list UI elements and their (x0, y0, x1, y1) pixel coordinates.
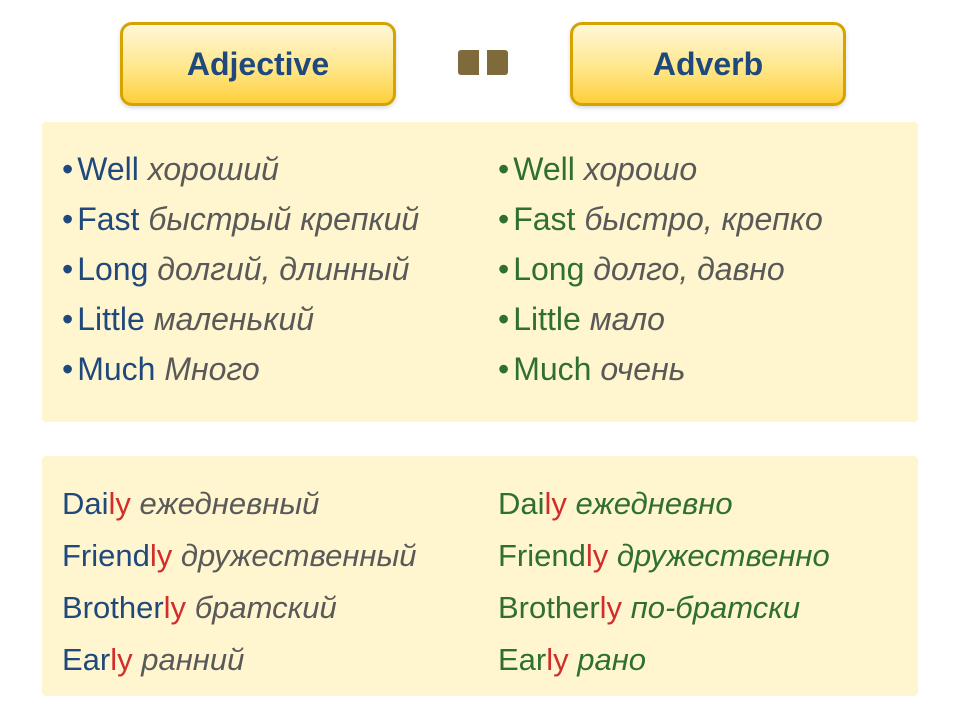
adverb-header-box: Adverb (570, 22, 846, 106)
adverb-column: Well хорошо Fast быстро, крепко Long дол… (498, 144, 918, 400)
equals-bridge (458, 50, 508, 75)
list-item: Little маленький (62, 294, 482, 344)
english-word: Much (62, 351, 155, 387)
english-word: Well (62, 151, 139, 187)
russian-word: ежедневный (140, 486, 320, 521)
russian-word: хороший (148, 151, 279, 187)
list-item: Long долго, давно (498, 244, 918, 294)
list-item: Early ранний (62, 634, 482, 686)
english-stem: Dai (498, 486, 545, 521)
english-stem: Ear (498, 642, 546, 677)
adjective-column-ly: Daily ежедневный Friendly дружественный … (62, 478, 482, 674)
russian-word: дружественно (617, 538, 830, 573)
list-item: Daily ежедневно (498, 478, 918, 530)
english-word: Fast (498, 201, 575, 237)
english-suffix: ly (546, 642, 568, 677)
english-stem: Brother (498, 590, 600, 625)
list-item: Brotherly по-братски (498, 582, 918, 634)
english-suffix: ly (545, 486, 567, 521)
english-word: Little (62, 301, 145, 337)
english-suffix: ly (150, 538, 172, 573)
english-suffix: ly (110, 642, 132, 677)
english-stem: Friend (62, 538, 150, 573)
adverb-column-ly: Daily ежедневно Friendly дружественно Br… (498, 478, 918, 674)
russian-word: долгий, длинный (157, 251, 409, 287)
list-item: Daily ежедневный (62, 478, 482, 530)
english-word: Much (498, 351, 591, 387)
list-item: Fast быстрый крепкий (62, 194, 482, 244)
russian-word: дружественный (181, 538, 417, 573)
english-suffix: ly (586, 538, 608, 573)
list-item: Early рано (498, 634, 918, 686)
russian-word: по-братски (631, 590, 800, 625)
list-item: Little мало (498, 294, 918, 344)
english-word: Long (62, 251, 148, 287)
list-item: Friendly дружественный (62, 530, 482, 582)
english-suffix: ly (164, 590, 186, 625)
english-stem: Brother (62, 590, 164, 625)
russian-word: быстрый крепкий (148, 201, 419, 237)
adjective-header-box: Adjective (120, 22, 396, 106)
english-stem: Ear (62, 642, 110, 677)
english-stem: Friend (498, 538, 586, 573)
russian-word: ежедневно (576, 486, 733, 521)
russian-word: хорошо (584, 151, 697, 187)
examples-panel-same-form: Well хороший Fast быстрый крепкий Long д… (42, 122, 918, 422)
list-item: Friendly дружественно (498, 530, 918, 582)
english-word: Well (498, 151, 575, 187)
adjective-column: Well хороший Fast быстрый крепкий Long д… (62, 144, 482, 400)
russian-word: долго, давно (593, 251, 784, 287)
english-word: Fast (62, 201, 139, 237)
russian-word: Много (164, 351, 259, 387)
list-item: Well хорошо (498, 144, 918, 194)
english-suffix: ly (109, 486, 131, 521)
list-item: Well хороший (62, 144, 482, 194)
english-word: Long (498, 251, 584, 287)
russian-word: ранний (141, 642, 244, 677)
russian-word: рано (577, 642, 646, 677)
list-item: Much Много (62, 344, 482, 394)
adjective-header-label: Adjective (187, 46, 329, 83)
list-item: Much очень (498, 344, 918, 394)
adverb-header-label: Adverb (653, 46, 763, 83)
russian-word: братский (195, 590, 337, 625)
russian-word: очень (600, 351, 685, 387)
russian-word: маленький (154, 301, 314, 337)
russian-word: быстро, крепко (584, 201, 822, 237)
list-item: Long долгий, длинный (62, 244, 482, 294)
list-item: Brotherly братский (62, 582, 482, 634)
english-suffix: ly (600, 590, 622, 625)
russian-word: мало (590, 301, 665, 337)
english-word: Little (498, 301, 581, 337)
examples-panel-ly-ending: Daily ежедневный Friendly дружественный … (42, 456, 918, 696)
list-item: Fast быстро, крепко (498, 194, 918, 244)
english-stem: Dai (62, 486, 109, 521)
